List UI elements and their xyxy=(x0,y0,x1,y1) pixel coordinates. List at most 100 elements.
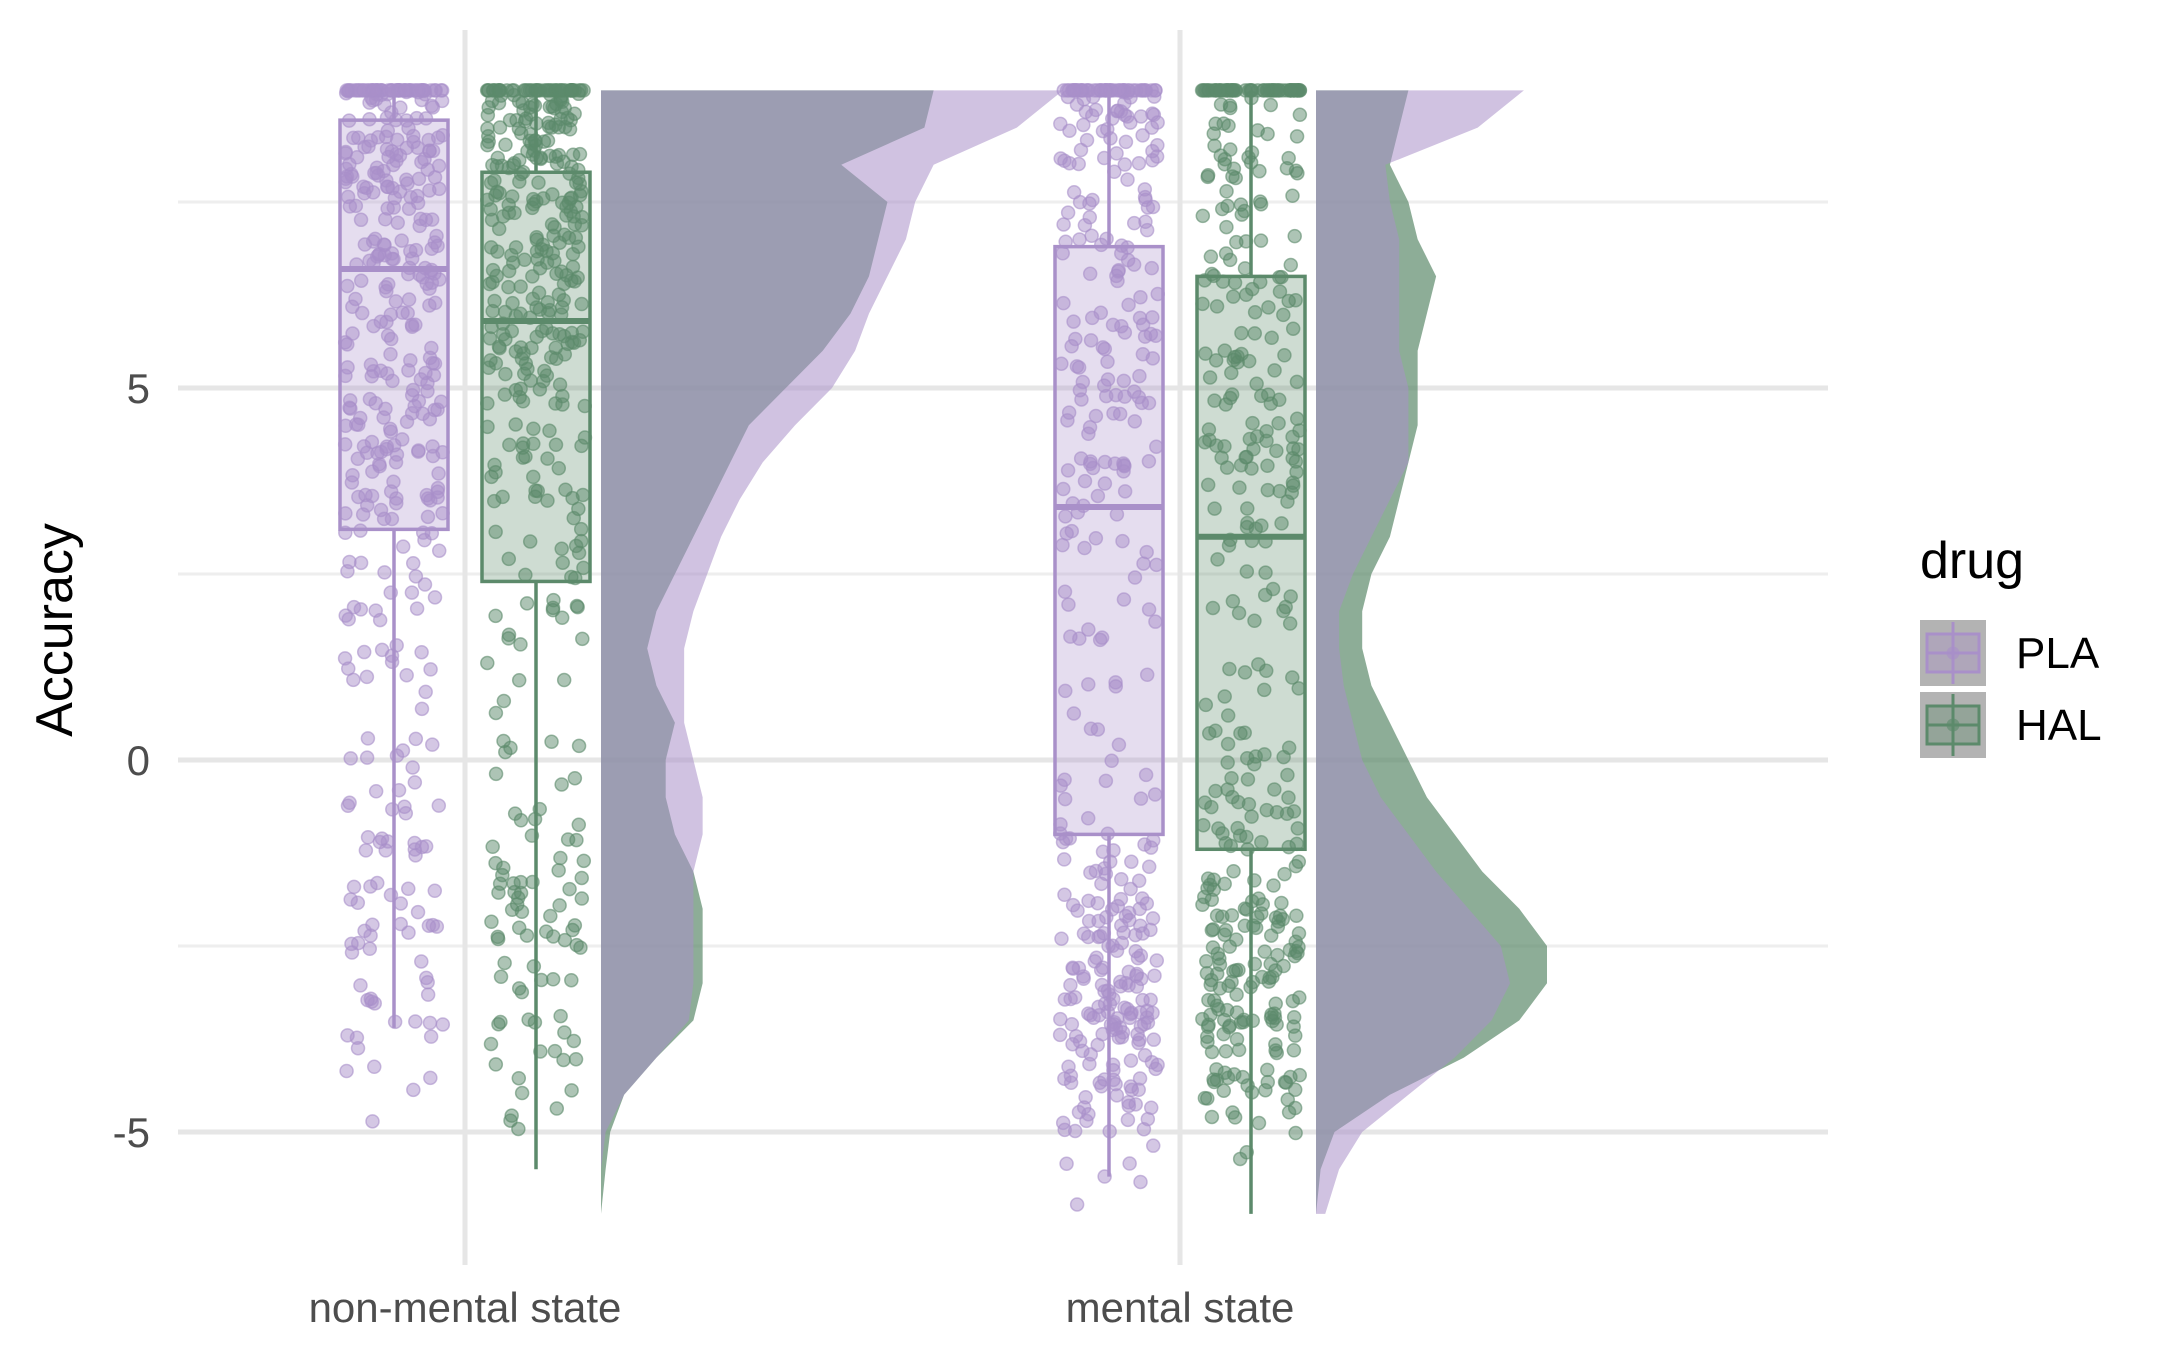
boxplots xyxy=(338,90,1307,1214)
data-point-pla xyxy=(1059,1156,1074,1171)
data-point-pla xyxy=(1070,903,1085,918)
data-point-pla xyxy=(417,532,432,548)
data-point-pla xyxy=(1121,1098,1137,1114)
data-point-pla xyxy=(426,367,442,383)
data-point-pla xyxy=(403,353,418,368)
data-point-pla xyxy=(1084,108,1100,123)
data-point-hal xyxy=(1258,565,1273,580)
data-point-hal xyxy=(1208,116,1223,132)
data-point-hal xyxy=(1202,370,1218,385)
data-point-pla xyxy=(1144,260,1160,276)
data-point-hal xyxy=(1204,923,1220,938)
data-point-pla xyxy=(366,83,382,98)
data-point-hal xyxy=(511,673,527,688)
data-point-hal xyxy=(1225,1105,1240,1120)
data-point-pla xyxy=(430,238,445,254)
data-point-pla xyxy=(1143,326,1159,342)
data-point-pla xyxy=(1133,83,1148,98)
data-point-pla xyxy=(1116,925,1131,941)
data-point-pla xyxy=(366,185,381,200)
data-point-pla xyxy=(401,881,416,897)
data-point-hal xyxy=(501,551,517,567)
data-point-hal xyxy=(1247,613,1262,629)
data-point-hal xyxy=(565,259,581,275)
data-point-hal xyxy=(1205,600,1221,616)
data-point-pla xyxy=(1134,395,1150,411)
y-tick-label: 0 xyxy=(127,737,150,784)
grid-lines xyxy=(178,30,1828,1265)
data-point-pla xyxy=(425,917,441,933)
data-point-hal xyxy=(1208,723,1223,738)
data-point-pla xyxy=(1122,1156,1137,1171)
data-point-pla xyxy=(380,328,396,343)
data-point-hal xyxy=(484,212,500,228)
data-point-pla xyxy=(1147,968,1162,983)
data-point-hal xyxy=(1218,1044,1234,1059)
data-point-hal xyxy=(1231,794,1246,810)
data-point-pla xyxy=(1094,876,1109,892)
data-point-pla xyxy=(1065,961,1081,976)
data-point-pla xyxy=(1128,943,1144,959)
data-point-pla xyxy=(1144,1055,1160,1070)
data-point-pla xyxy=(1115,533,1130,549)
data-point-hal xyxy=(1277,1074,1293,1090)
data-point-hal xyxy=(485,839,500,855)
data-point-hal xyxy=(554,541,569,557)
data-point-hal xyxy=(567,770,583,786)
data-point-pla xyxy=(1088,531,1104,546)
data-point-pla xyxy=(1108,679,1124,694)
data-point-hal xyxy=(567,918,583,933)
data-point-pla xyxy=(431,158,447,174)
density-clouds xyxy=(601,90,1547,1214)
data-point-hal xyxy=(1263,1010,1279,1025)
data-point-pla xyxy=(1061,1059,1076,1075)
data-point-pla xyxy=(1133,791,1149,806)
data-point-pla xyxy=(1116,373,1132,389)
data-point-pla xyxy=(1082,419,1098,435)
data-point-pla xyxy=(1145,351,1161,366)
data-point-pla xyxy=(1133,290,1148,305)
data-point-hal xyxy=(556,672,572,688)
data-point-pla xyxy=(385,373,400,389)
data-point-hal xyxy=(513,340,529,355)
data-point-hal xyxy=(1203,249,1219,264)
data-point-hal xyxy=(520,83,536,98)
data-point-hal xyxy=(1206,1072,1221,1087)
data-point-hal xyxy=(488,608,503,624)
data-point-pla xyxy=(1120,1112,1136,1128)
data-point-hal xyxy=(1201,422,1217,437)
data-point-hal xyxy=(492,83,507,98)
data-point-pla xyxy=(1056,852,1072,867)
box-pla xyxy=(338,118,450,532)
data-point-hal xyxy=(557,932,573,948)
data-point-pla xyxy=(1072,232,1087,247)
data-point-pla xyxy=(411,443,426,458)
data-point-hal xyxy=(557,1025,572,1040)
data-point-pla xyxy=(1139,544,1154,560)
data-point-hal xyxy=(538,924,554,939)
data-point-pla xyxy=(409,188,425,204)
data-point-pla xyxy=(386,474,401,490)
data-point-hal xyxy=(1238,450,1253,465)
data-point-pla xyxy=(1063,1075,1079,1091)
data-point-hal xyxy=(1266,878,1281,893)
data-point-pla xyxy=(1143,840,1159,855)
data-point-pla xyxy=(418,684,433,700)
data-point-pla xyxy=(346,879,362,895)
data-point-pla xyxy=(374,831,390,846)
data-point-hal xyxy=(1230,820,1245,836)
data-point-pla xyxy=(341,612,356,627)
data-point-pla xyxy=(401,925,416,940)
density-pla xyxy=(1316,90,1524,1214)
data-point-pla xyxy=(1110,103,1125,118)
data-point-pla xyxy=(420,987,436,1002)
data-point-hal xyxy=(1220,708,1236,723)
data-point-pla xyxy=(1057,887,1072,903)
data-point-pla xyxy=(419,970,434,986)
data-point-pla xyxy=(353,978,368,993)
data-point-hal xyxy=(539,83,555,98)
data-point-hal xyxy=(1217,343,1232,358)
data-point-hal xyxy=(554,300,570,315)
data-point-hal xyxy=(562,122,578,137)
data-point-pla xyxy=(393,100,408,115)
